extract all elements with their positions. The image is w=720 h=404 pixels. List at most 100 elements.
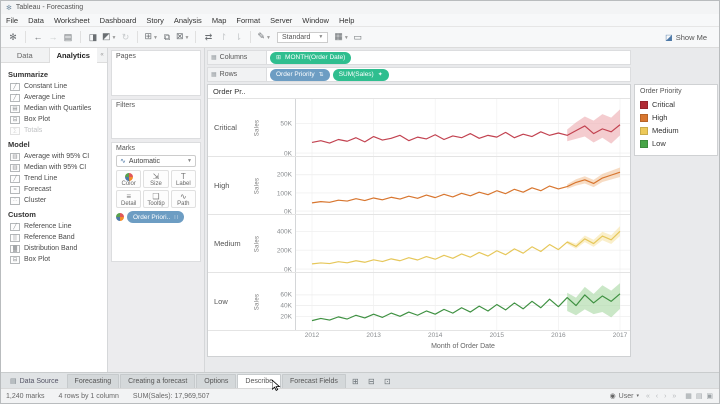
- menu-worksheet[interactable]: Worksheet: [53, 15, 90, 25]
- new-worksheet-icon[interactable]: ⊞▼: [144, 31, 158, 41]
- sheet-tab-forecasting[interactable]: Forecasting: [66, 374, 120, 388]
- presentation-mode-icon[interactable]: ▭: [353, 32, 363, 42]
- sheet-tab-options[interactable]: Options: [196, 374, 237, 388]
- tab-data[interactable]: Data: [16, 50, 33, 60]
- y-axis-ticks[interactable]: 200K 100K 0K: [263, 157, 296, 216]
- tab-analytics[interactable]: Analytics: [48, 47, 97, 63]
- median-quartiles-icon: ▤: [10, 104, 20, 113]
- analytics-item-distribution-band[interactable]: ▓ Distribution Band: [1, 243, 107, 254]
- pill-label: MONTH(Order Date): [285, 54, 346, 61]
- redo-icon: →: [48, 32, 58, 42]
- plot-area[interactable]: [296, 157, 630, 214]
- sheet-tab-describe[interactable]: Describe: [237, 374, 282, 391]
- average-line-icon: ╱: [10, 93, 20, 102]
- sheet-nav-icons[interactable]: « ‹ › »: [645, 392, 679, 400]
- y-axis-ticks[interactable]: 60K 40K 20K: [263, 273, 296, 330]
- sheet-tab-bar: ▤ Data Source Forecasting Creating a fore…: [1, 372, 719, 391]
- analytics-item-label: Box Plot: [24, 256, 51, 263]
- plot-area[interactable]: [296, 273, 630, 330]
- data-source-tab[interactable]: ▤ Data Source: [3, 374, 66, 388]
- menu-story[interactable]: Story: [146, 15, 164, 25]
- mark-button-path[interactable]: ∿ Path: [170, 190, 196, 208]
- filters-card[interactable]: Filters: [111, 99, 201, 139]
- tableau-logo-icon[interactable]: ✻: [9, 32, 17, 42]
- analytics-item-box-plot[interactable]: ⊟ Box Plot: [1, 254, 107, 265]
- mark-button-label[interactable]: T Label: [170, 170, 196, 188]
- analytics-item-trend-line[interactable]: ╱ Trend Line: [1, 173, 107, 184]
- row-header-label: Medium: [214, 239, 241, 248]
- legend-item-medium[interactable]: Medium: [640, 124, 712, 137]
- analytics-item-box-plot[interactable]: ⊟ Box Plot: [1, 114, 107, 125]
- legend-item-low[interactable]: Low: [640, 137, 712, 150]
- duplicate-sheet-icon[interactable]: ⧉: [163, 32, 171, 42]
- menu-file[interactable]: File: [6, 15, 19, 25]
- menu-help[interactable]: Help: [338, 15, 355, 25]
- mark-buttons: Color ⇲ Size T Label ≡ Detail ❑ Tooltip ∿ Path: [116, 170, 196, 208]
- analytics-item-average-line[interactable]: ╱ Average Line: [1, 92, 107, 103]
- new-data-source-icon[interactable]: ◨: [88, 32, 98, 42]
- pause-auto-updates-icon[interactable]: ◩▼: [102, 31, 117, 41]
- analytics-item-constant-line[interactable]: ╱ Constant Line: [1, 81, 107, 92]
- swap-rows-columns-icon[interactable]: ⇄: [204, 32, 213, 42]
- rows-shelf: ▦ Rows Order Priority ⇅ SUM(Sales) ✦: [207, 67, 631, 82]
- pages-card[interactable]: Pages: [111, 50, 201, 96]
- collapse-pane-icon[interactable]: «: [100, 52, 104, 58]
- analytics-pane: Data Analytics « Summarize ╱ Constant Line…: [1, 47, 108, 372]
- pane-medium: Medium Sales 400K 200K 0K: [208, 215, 630, 274]
- menu-format[interactable]: Format: [236, 15, 261, 25]
- menu-dashboard[interactable]: Dashboard: [99, 15, 137, 25]
- mark-button-label: Color: [121, 181, 136, 187]
- sheet-tab-creating-a-forecast[interactable]: Creating a forecast: [120, 374, 196, 388]
- plot-area[interactable]: [296, 99, 630, 156]
- rows-pills: Order Priority ⇅ SUM(Sales) ✦: [267, 67, 631, 82]
- color-shelf-icon: [116, 213, 124, 221]
- menu-data[interactable]: Data: [28, 15, 44, 25]
- mark-button-tooltip[interactable]: ❑ Tooltip: [143, 190, 169, 208]
- sheet-tab-forecast-fields[interactable]: Forecast Fields: [282, 374, 346, 388]
- clear-sheet-icon[interactable]: ⊠▼: [175, 31, 190, 41]
- analytics-item-label: Median with Quartiles: [24, 105, 92, 112]
- new-worksheet-button[interactable]: ⊞: [352, 377, 359, 386]
- pill-sum-sales-[interactable]: SUM(Sales) ✦: [332, 68, 389, 81]
- plot-area[interactable]: [296, 215, 630, 272]
- legend-item-label: Critical: [652, 100, 675, 109]
- order-priority-mark-pill[interactable]: Order Priori.. ∷: [127, 211, 185, 223]
- y-axis-ticks[interactable]: 50K 0K: [263, 99, 296, 158]
- pill-month-order-date-[interactable]: ⊞ MONTH(Order Date): [270, 51, 352, 64]
- show-hide-cards-icon[interactable]: ▦▼: [334, 31, 349, 41]
- highlight-icon[interactable]: ✎▼: [257, 31, 271, 41]
- menu-server[interactable]: Server: [270, 15, 293, 25]
- legend-item-critical[interactable]: Critical: [640, 98, 712, 111]
- new-story-button[interactable]: ⊡: [384, 377, 391, 386]
- mark-button-label: Label: [175, 181, 191, 187]
- y-axis-ticks[interactable]: 400K 200K 0K: [263, 215, 296, 274]
- menu-analysis[interactable]: Analysis: [173, 15, 202, 25]
- mark-button-detail[interactable]: ≡ Detail: [116, 190, 142, 208]
- menu-map[interactable]: Map: [211, 15, 227, 25]
- mark-button-size[interactable]: ⇲ Size: [143, 170, 169, 188]
- analytics-item-forecast[interactable]: ≈ Forecast: [1, 184, 107, 195]
- pill-order-priority[interactable]: Order Priority ⇅: [270, 68, 330, 81]
- legend-item-high[interactable]: High: [640, 111, 712, 124]
- section-title: Custom: [8, 210, 36, 219]
- menu-window[interactable]: Window: [302, 15, 329, 25]
- path-icon: ∿: [179, 192, 187, 201]
- analytics-item-reference-line[interactable]: ╱ Reference Line: [1, 221, 107, 232]
- undo-icon[interactable]: ←: [33, 32, 43, 42]
- new-dashboard-button[interactable]: ⊟: [368, 377, 375, 386]
- analytics-item-label: Distribution Band: [24, 245, 78, 252]
- analytics-item-cluster[interactable]: ∴ Cluster: [1, 195, 107, 206]
- analytics-item-average-with-95-ci[interactable]: ▥ Average with 95% CI: [1, 151, 107, 162]
- analytics-item-median-with-quartiles[interactable]: ▤ Median with Quartiles: [1, 103, 107, 114]
- mark-type-dropdown[interactable]: ∿ Automatic ▼: [116, 155, 196, 167]
- fit-dropdown[interactable]: Standard ▼: [276, 31, 329, 43]
- analytics-item-median-with-95-ci[interactable]: ▥ Median with 95% CI: [1, 162, 107, 173]
- save-icon[interactable]: ▤: [63, 32, 73, 42]
- user-menu[interactable]: ◉ User ▾: [610, 392, 639, 401]
- chevron-down-icon: ▼: [111, 35, 117, 41]
- view-mode-icons[interactable]: ▦ ▤ ▣: [685, 393, 714, 400]
- show-me-button[interactable]: ◪ Show Me: [659, 32, 713, 43]
- mark-button-color[interactable]: Color: [116, 170, 142, 188]
- analytics-item-reference-band[interactable]: ▒ Reference Band: [1, 232, 107, 243]
